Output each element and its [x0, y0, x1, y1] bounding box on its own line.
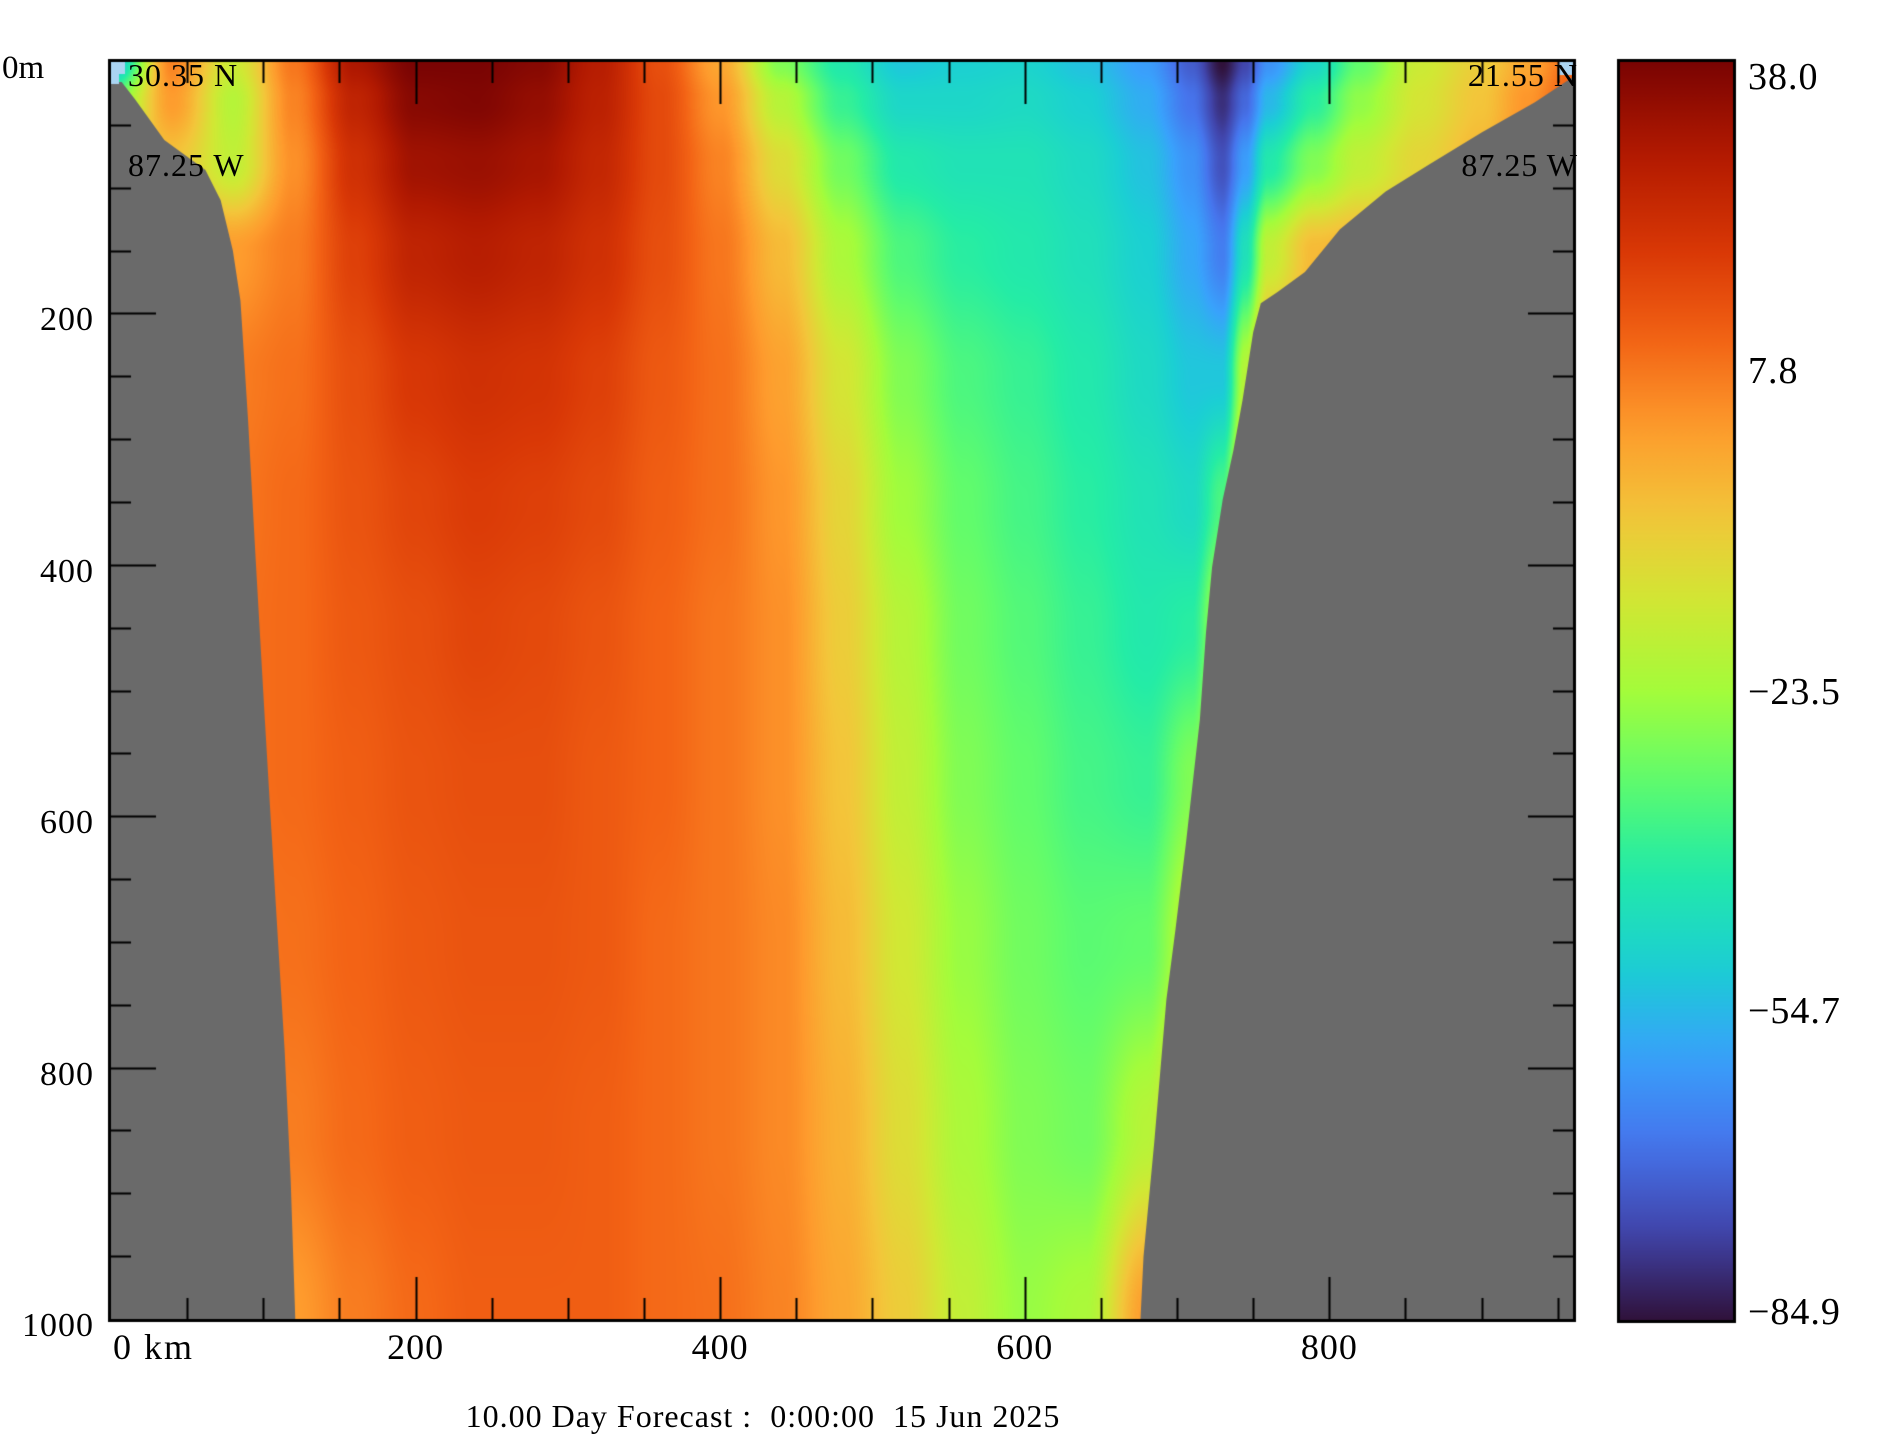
colorbar-tick-label-3: −54.7 — [1748, 989, 1841, 1032]
section-start-coordinates: 30.35 N 87.25 W — [128, 0, 245, 210]
depth-tick-label-800: 800 — [40, 1055, 94, 1093]
start-latitude-label: 30.35 N — [128, 57, 239, 93]
distance-tick-label-400: 400 — [691, 1327, 749, 1367]
distance-tick-label-600: 600 — [996, 1327, 1054, 1367]
depth-tick-label-600: 600 — [40, 804, 94, 842]
section-end-coordinates: 21.55 N 87.25 W — [1253, 0, 1578, 210]
end-latitude-label: 21.55 N — [1467, 57, 1578, 93]
depth-tick-label-1000: 1000 — [22, 1307, 94, 1344]
start-longitude-label: 87.25 W — [128, 147, 245, 183]
colorbar-tick-label-0: 38.0 — [1748, 56, 1819, 98]
distance-tick-label-200: 200 — [387, 1327, 445, 1367]
colorbar-tick-label-1: 7.8 — [1748, 350, 1799, 393]
distance-axis-zero-label: 0 km — [113, 1327, 195, 1367]
depth-tick-label-200: 200 — [40, 301, 94, 339]
colorbar-tick-label-2: −23.5 — [1748, 670, 1841, 713]
depth-tick-label-400: 400 — [40, 552, 94, 590]
colorbar-tick-label-4: −84.9 — [1748, 1291, 1841, 1333]
depth-axis-zero-label: 0m — [2, 50, 45, 86]
distance-tick-label-800: 800 — [1300, 1327, 1358, 1367]
end-longitude-label: 87.25 W — [1461, 147, 1578, 183]
forecast-caption: 10.00 Day Forecast : 0:00:00 15 Jun 2025 — [465, 1398, 1061, 1434]
